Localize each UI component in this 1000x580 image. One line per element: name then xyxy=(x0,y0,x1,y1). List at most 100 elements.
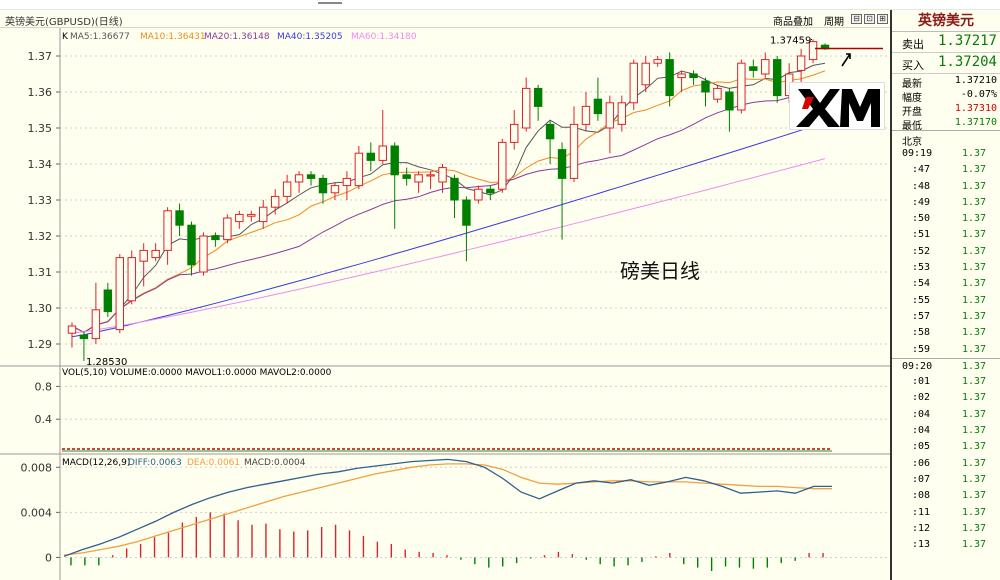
stat-row: 幅度 -0.07% xyxy=(892,88,1000,104)
candle-body xyxy=(330,185,340,194)
tick-row[interactable]: :02 1.37 xyxy=(892,390,1000,406)
candle-body xyxy=(701,80,710,93)
tick-price: 1.37 xyxy=(962,343,987,355)
tick-row[interactable]: :07 1.37 xyxy=(892,472,1000,488)
sell-quote-row[interactable]: 卖出 1.37217 xyxy=(892,32,1000,53)
symbol-name: 英镑美元 xyxy=(892,10,1000,32)
y-tick-label: 1.34 xyxy=(28,158,53,171)
candle-body xyxy=(378,145,387,161)
tick-time: :13 xyxy=(912,539,931,551)
tick-price: 1.37 xyxy=(962,245,987,257)
tick-row[interactable]: :06 1.37 xyxy=(892,456,1000,472)
tick-time: :58 xyxy=(912,327,931,339)
tick-time: :05 xyxy=(912,441,931,453)
tick-row[interactable]: :53 1.37 xyxy=(892,260,1000,276)
candle-body xyxy=(342,177,352,187)
ma-legend-ma60: MA60:1.34180 xyxy=(351,32,417,42)
tick-row[interactable]: :11 1.37 xyxy=(892,505,1000,521)
sell-price: 1.37217 xyxy=(937,33,997,49)
candle-body xyxy=(581,105,591,125)
tick-time: :59 xyxy=(912,343,931,355)
candle-body xyxy=(151,249,160,259)
tick-price: 1.37 xyxy=(962,376,987,388)
minimize-icon[interactable]: ⊟ xyxy=(851,14,862,24)
tick-time: 09:20 xyxy=(902,360,933,372)
stat-value: 1.37170 xyxy=(954,117,997,128)
y-tick-label: 1.30 xyxy=(28,302,53,315)
overlay-symbol-button[interactable]: 商品叠加 xyxy=(773,17,813,28)
candle-body xyxy=(175,210,184,226)
tick-row[interactable]: :57 1.37 xyxy=(892,309,1000,325)
drag-handle[interactable] xyxy=(318,2,342,4)
tick-row[interactable]: :51 1.37 xyxy=(892,227,1000,243)
tick-price: 1.37 xyxy=(962,425,987,437)
tick-price: 1.37 xyxy=(962,522,987,534)
candle-body xyxy=(414,174,423,183)
candle-body xyxy=(773,59,782,97)
tick-row[interactable]: :55 1.37 xyxy=(892,293,1000,309)
tick-row[interactable]: :47 1.37 xyxy=(892,162,1000,178)
tick-row[interactable]: :50 1.37 xyxy=(892,211,1000,227)
macd-legend-dea: DEA:0.0061 xyxy=(187,458,240,468)
tick-price: 1.37 xyxy=(962,457,987,469)
tick-time: :51 xyxy=(912,229,931,241)
stat-value: -0.07% xyxy=(960,89,997,100)
tick-row[interactable]: :13 1.37 xyxy=(892,537,1000,553)
candle-body xyxy=(426,174,435,177)
tick-row[interactable]: :58 1.37 xyxy=(892,325,1000,341)
tick-row[interactable]: :52 1.37 xyxy=(892,244,1000,260)
tick-price: 1.37 xyxy=(962,392,987,404)
tick-time: :12 xyxy=(912,522,931,534)
tick-price: 1.37 xyxy=(962,196,987,208)
tick-row[interactable]: :59 1.37 xyxy=(892,342,1000,358)
tick-list[interactable]: 09:19 1.37:47 1.37:48 1.37:49 1.37:50 1.37:51… xyxy=(892,146,1000,553)
buy-quote-row[interactable]: 买入 1.37204 xyxy=(892,53,1000,74)
tick-time: :48 xyxy=(912,180,931,192)
tick-price: 1.37 xyxy=(962,262,987,274)
candle-body xyxy=(366,152,376,161)
tick-time: :07 xyxy=(912,473,931,485)
tick-row[interactable]: :12 1.37 xyxy=(892,521,1000,537)
chart-watermark: 磅美日线 xyxy=(620,259,700,283)
tick-row[interactable]: :04 1.37 xyxy=(892,423,1000,439)
candle-body xyxy=(115,257,124,331)
y-tick-label: 0.4 xyxy=(35,413,53,426)
quote-panel: 英镑美元 卖出 1.37217 买入 1.37204 最新 1.37210 幅度 -0… xyxy=(890,10,1000,580)
candle-body xyxy=(91,309,101,340)
tick-time: :49 xyxy=(912,196,931,208)
candle-body xyxy=(653,59,662,64)
tick-price: 1.37 xyxy=(962,213,987,225)
maximize-icon[interactable]: ⊞ xyxy=(877,14,888,24)
tick-row[interactable]: :01 1.37 xyxy=(892,374,1000,390)
tick-price: 1.37 xyxy=(962,441,987,453)
period-button[interactable]: 周期 xyxy=(824,17,844,28)
tick-row[interactable]: :05 1.37 xyxy=(892,439,1000,455)
tick-row[interactable]: :04 1.37 xyxy=(892,407,1000,423)
chart-titlebar: 英镑美元(GBPUSD)(日线) 商品叠加 周期 ⊟ ⊡ ⊞ xyxy=(0,10,890,28)
tick-price: 1.37 xyxy=(962,327,987,339)
candle-body xyxy=(545,123,555,140)
candle-body xyxy=(510,123,519,143)
restore-icon[interactable]: ⊡ xyxy=(864,14,875,24)
xm-logo xyxy=(789,82,885,130)
candle-body xyxy=(67,325,77,334)
vol-legend: VOL(5,10) VOLUME:0.0000 MAVOL1:0.0000 MA… xyxy=(62,368,332,378)
tick-row[interactable]: 09:20 1.37 xyxy=(892,357,1000,374)
y-tick-label: 1.31 xyxy=(28,266,53,279)
y-tick-label: 1.33 xyxy=(28,194,53,207)
candle-body xyxy=(486,188,495,194)
stat-label: 幅度 xyxy=(902,93,922,104)
tick-row[interactable]: 09:19 1.37 xyxy=(892,146,1000,162)
tick-row[interactable]: :54 1.37 xyxy=(892,276,1000,292)
chart-area[interactable]: 1.37 1.36 1.35 1.34 1.33 1.32 1.31 1.30 1.29 K MA5… xyxy=(0,28,890,580)
tick-row[interactable]: :49 1.37 xyxy=(892,195,1000,211)
candle-body xyxy=(103,289,113,313)
candle-body xyxy=(282,181,292,197)
tick-row[interactable]: :08 1.37 xyxy=(892,488,1000,504)
macd-diff-line xyxy=(63,458,832,557)
candle-body xyxy=(306,174,316,179)
candle-body xyxy=(569,123,579,179)
y-tick-label: 1.35 xyxy=(28,122,53,135)
candle-body xyxy=(737,62,746,111)
tick-row[interactable]: :48 1.37 xyxy=(892,179,1000,195)
